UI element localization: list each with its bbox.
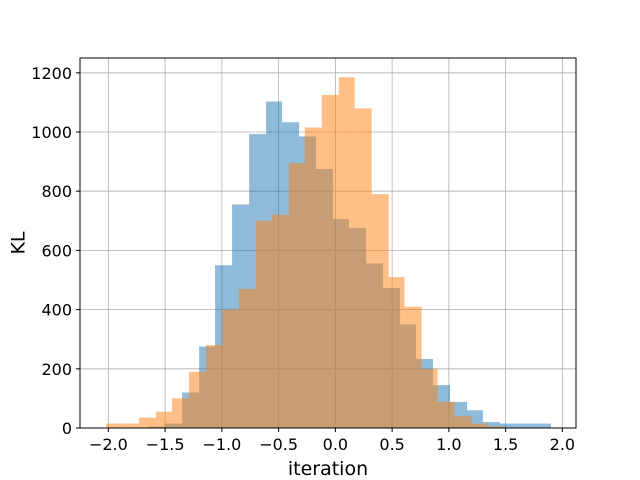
- histogram-bar-series-2: [388, 277, 405, 428]
- histogram-bar-series-2: [123, 423, 140, 428]
- histogram-bar-series-2: [471, 423, 488, 428]
- x-tick-label: −1.5: [146, 435, 185, 454]
- x-axis-label: iteration: [288, 458, 368, 480]
- histogram-bar-series-2: [188, 371, 206, 428]
- histogram-bar-series-2: [321, 95, 339, 428]
- histogram-bar-series-1: [516, 423, 535, 428]
- histogram-bar-series-2: [454, 416, 472, 428]
- histogram-bar-series-2: [421, 368, 438, 428]
- histogram-bar-series-2: [437, 401, 455, 428]
- y-tick-label: 400: [41, 301, 72, 320]
- histogram-bars: [106, 77, 552, 429]
- histogram-bar-series-1: [534, 423, 552, 428]
- axis-ticks: −2.0 −1.5 −1.0 −0.5 0.0 0.5 1.0 1.5 2.0 0 200 400 60…: [31, 64, 575, 454]
- y-tick-label: 200: [41, 360, 72, 379]
- histogram-bar-series-2: [371, 194, 389, 428]
- histogram-bar-series-1: [482, 422, 500, 428]
- histogram-bar-series-2: [304, 127, 322, 428]
- histogram-bar-series-2: [338, 77, 355, 429]
- y-tick-label: 600: [41, 241, 72, 260]
- x-tick-label: 2.0: [550, 435, 575, 454]
- x-tick-label: 0.5: [379, 435, 404, 454]
- histogram-bar-series-2: [106, 423, 124, 428]
- histogram-bar-series-2: [205, 345, 222, 428]
- y-tick-label: 1200: [31, 64, 72, 83]
- x-tick-label: 0.0: [323, 435, 348, 454]
- x-tick-label: 1.0: [436, 435, 461, 454]
- histogram-bar-series-2: [255, 220, 272, 428]
- y-tick-label: 1000: [31, 123, 72, 142]
- histogram-bar-series-2: [288, 163, 305, 428]
- plot-area-frame: [79, 57, 577, 429]
- histogram-bar-series-2: [221, 309, 239, 428]
- histogram-bar-series-2: [404, 306, 422, 428]
- y-axis-label: KL: [8, 231, 30, 254]
- histogram-bar-series-2: [354, 108, 372, 428]
- histogram-bar-series-1: [499, 423, 517, 428]
- x-tick-label: −2.0: [89, 435, 128, 454]
- x-tick-label: 1.5: [493, 435, 518, 454]
- histogram-bar-series-2: [171, 398, 189, 428]
- histogram-bar-series-2: [139, 417, 157, 428]
- histogram-bar-series-2: [271, 214, 289, 428]
- histogram-bar-series-2: [487, 426, 505, 428]
- histogram-bar-series-2: [156, 411, 172, 428]
- x-tick-label: −0.5: [259, 435, 298, 454]
- y-tick-label: 800: [41, 182, 72, 201]
- histogram-bar-series-2: [238, 288, 256, 428]
- x-tick-label: −1.0: [202, 435, 241, 454]
- y-tick-label: 0: [62, 419, 72, 438]
